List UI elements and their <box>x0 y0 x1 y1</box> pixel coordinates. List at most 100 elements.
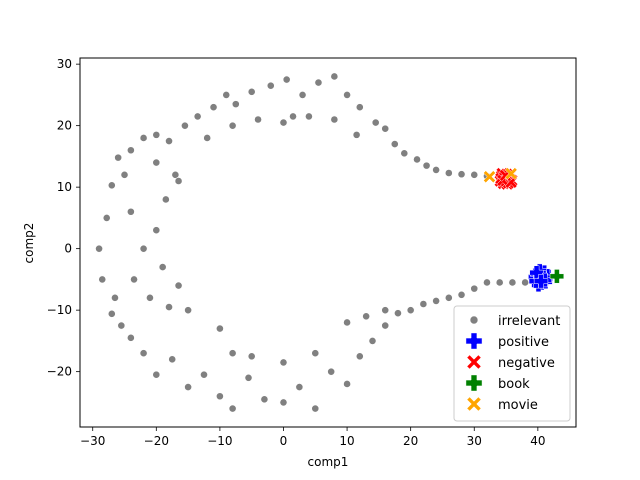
irrelevant-point <box>260 395 269 404</box>
series-book <box>549 269 565 284</box>
irrelevant-point <box>228 121 237 130</box>
irrelevant-point <box>146 293 154 302</box>
irrelevant-point <box>295 383 304 391</box>
irrelevant-point <box>355 352 364 361</box>
irrelevant-point <box>184 383 193 391</box>
irrelevant-point <box>508 278 517 287</box>
irrelevant-point <box>161 195 170 204</box>
irrelevant-point <box>289 112 297 121</box>
legend-label-irrelevant: irrelevant <box>498 314 560 329</box>
irrelevant-point <box>305 112 313 121</box>
legend-marker-movie <box>466 396 482 412</box>
irrelevant-point <box>181 121 189 130</box>
plot-area-frame <box>79 57 577 428</box>
irrelevant-point <box>432 297 441 305</box>
irrelevant-point <box>381 321 390 330</box>
irrelevant-point <box>330 115 339 124</box>
x-axis-ticks: −30 −20 −10 0 10 20 30 40 <box>80 427 545 448</box>
irrelevant-point <box>444 293 453 302</box>
x-tick-label: 30 <box>467 434 482 448</box>
irrelevant-point <box>368 336 377 345</box>
irrelevant-point <box>298 91 307 99</box>
irrelevant-point <box>171 170 180 179</box>
irrelevant-point <box>254 115 262 124</box>
legend-marker-irrelevant <box>469 315 479 325</box>
irrelevant-point <box>495 278 504 287</box>
irrelevant-point <box>470 284 479 293</box>
irrelevant-point <box>352 130 361 139</box>
irrelevant-point <box>483 278 491 287</box>
legend-marker-positive <box>465 332 483 350</box>
irrelevant-point <box>390 140 399 148</box>
irrelevant-point <box>215 392 224 401</box>
irrelevant-point <box>139 134 148 142</box>
irrelevant-point <box>470 170 479 179</box>
x-axis-label: comp1 <box>308 455 349 469</box>
irrelevant-point <box>311 404 320 413</box>
irrelevant-point <box>200 370 208 379</box>
irrelevant-point <box>381 124 390 133</box>
irrelevant-point <box>130 275 138 284</box>
irrelevant-point <box>193 112 202 121</box>
irrelevant-point <box>152 130 161 139</box>
irrelevant-point <box>362 312 371 321</box>
legend-marker-book <box>465 374 483 392</box>
irrelevant-point <box>279 398 288 407</box>
x-tick-label: 10 <box>339 434 354 448</box>
irrelevant-point <box>174 177 183 185</box>
movie-point <box>504 167 518 180</box>
irrelevant-point <box>330 72 339 81</box>
irrelevant-point <box>457 290 466 299</box>
irrelevant-point <box>98 275 107 284</box>
irrelevant-point <box>174 281 183 290</box>
irrelevant-point <box>152 158 161 167</box>
irrelevant-point <box>139 244 148 253</box>
x-tick-label: 20 <box>403 434 418 448</box>
x-tick-label: 0 <box>280 434 288 448</box>
irrelevant-point <box>282 75 291 84</box>
book-point <box>549 269 565 284</box>
irrelevant-point <box>279 118 288 127</box>
irrelevant-point <box>327 367 336 376</box>
irrelevant-point <box>343 318 351 327</box>
positive-point <box>533 274 549 289</box>
irrelevant-point <box>165 137 173 145</box>
irrelevant-point <box>152 370 161 379</box>
irrelevant-point <box>126 146 135 155</box>
y-tick-label: −10 <box>47 303 72 317</box>
irrelevant-point <box>457 170 466 179</box>
irrelevant-point <box>343 91 351 99</box>
irrelevant-point <box>228 349 237 358</box>
irrelevant-point <box>120 170 129 179</box>
irrelevant-point <box>432 166 441 174</box>
irrelevant-point <box>117 321 126 330</box>
irrelevant-point <box>165 303 173 311</box>
y-tick-label: 20 <box>57 119 72 133</box>
irrelevant-point <box>95 244 103 253</box>
irrelevant-point <box>203 134 212 142</box>
irrelevant-point <box>444 169 453 177</box>
irrelevant-point <box>400 149 409 158</box>
irrelevant-point <box>244 373 253 382</box>
points-layer <box>95 72 565 413</box>
irrelevant-point <box>247 352 256 361</box>
y-axis-ticks: −20 −10 0 10 20 30 <box>47 57 80 379</box>
irrelevant-point <box>231 100 240 109</box>
irrelevant-point <box>266 81 275 90</box>
irrelevant-point <box>215 324 224 333</box>
y-tick-label: 10 <box>57 180 72 194</box>
irrelevant-point <box>107 181 116 190</box>
legend-box <box>453 305 571 422</box>
irrelevant-point <box>126 207 135 216</box>
series-positive <box>528 263 555 293</box>
irrelevant-point <box>422 161 431 170</box>
y-tick-label: 30 <box>57 57 72 71</box>
series-movie <box>483 167 518 184</box>
irrelevant-point <box>107 309 116 318</box>
irrelevant-point <box>111 293 119 302</box>
legend-label-book: book <box>498 377 530 392</box>
legend: irrelevant positive negative book movie <box>453 305 571 422</box>
irrelevant-point <box>184 306 193 315</box>
movie-point <box>483 170 496 184</box>
